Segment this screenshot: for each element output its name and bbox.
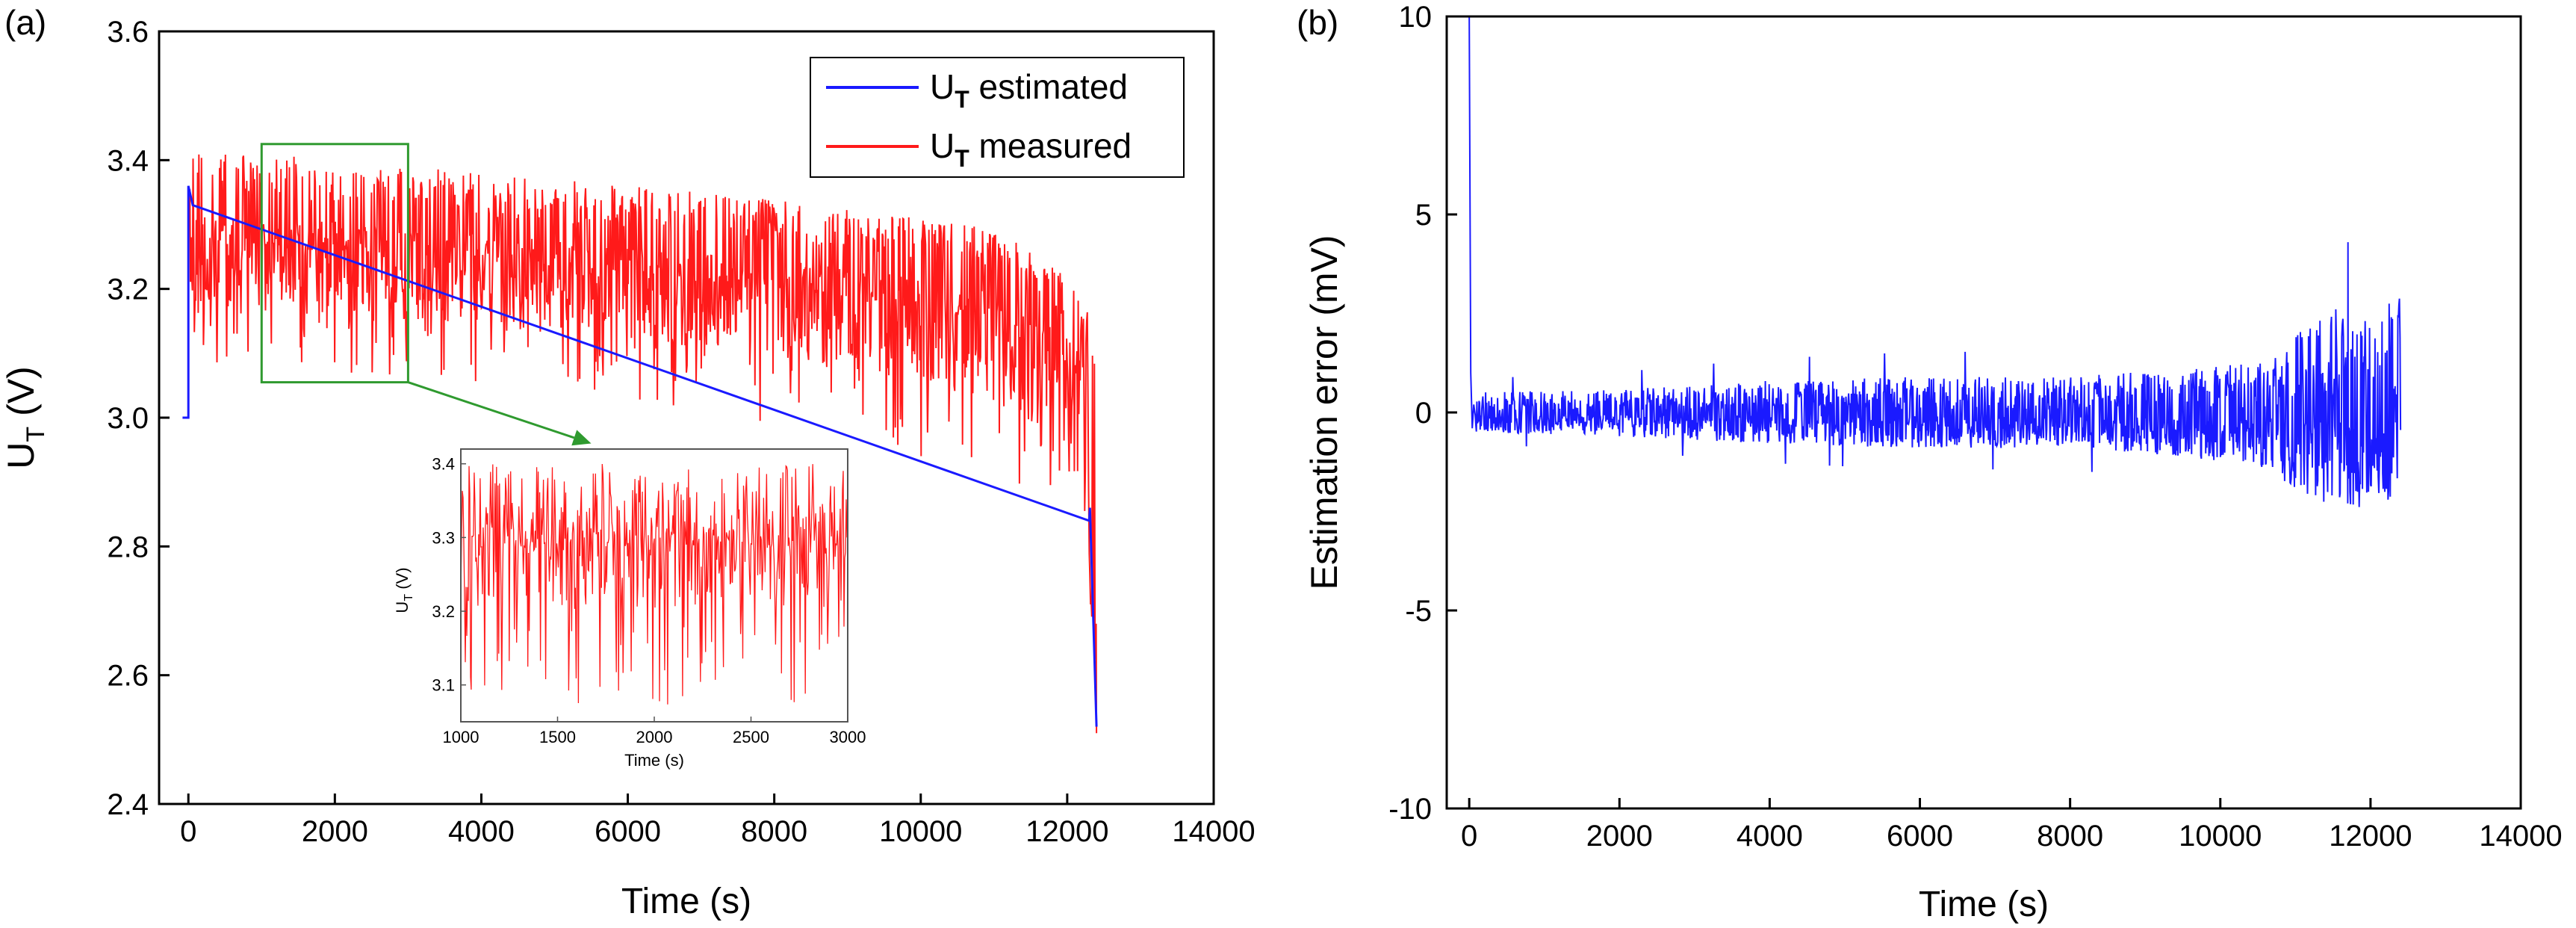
inset-y-tick-label: 3.3: [432, 528, 455, 547]
panel-b: (b) 0 2000 4000 6000 8000 10000 12000 14000 -10 -…: [1297, 1, 2563, 924]
panel-b-y-tick-label: -5: [1405, 595, 1432, 628]
panel-a-x-tick-label: 8000: [741, 815, 807, 848]
panel-a-letter: (a): [4, 3, 46, 42]
inset-y-tick-label: 3.2: [432, 602, 455, 621]
inset-y-tick-label: 3.4: [432, 455, 455, 474]
panel-a-y-tick-label: 3.4: [107, 144, 149, 177]
panel-a-x-tick-label: 2000: [302, 815, 368, 848]
panel-a-x-tick-label: 0: [180, 815, 196, 848]
panel-a-ticks: 0 2000 4000 6000 8000 10000 12000 14000 2.4 2.6 2.…: [107, 16, 1255, 848]
inset-ticks: 1000 1500 2000 2500 3000 3.1 3.2 3.3 3.4: [432, 455, 866, 746]
panel-b-x-axis-title: Time (s): [1919, 885, 2049, 924]
panel-a-legend: UT estimated UT measured: [810, 57, 1185, 178]
panel-b-x-tick-label: 0: [1461, 820, 1477, 853]
panel-a-y-tick-label: 2.8: [107, 530, 149, 563]
panel-b-x-tick-label: 8000: [2037, 820, 2103, 853]
panel-a-x-tick-label: 14000: [1172, 815, 1255, 848]
panel-a-zoom-arrow: [407, 381, 575, 439]
inset-y-axis-title: UT (V): [393, 567, 415, 613]
panel-a-legend-box: [810, 57, 1185, 178]
panel-b-y-axis-title: Estimation error (mV): [1303, 235, 1345, 590]
inset-background: [461, 449, 848, 722]
panel-a-y-tick-label: 3.0: [107, 402, 149, 435]
inset-x-axis-title: Time (s): [624, 751, 684, 770]
panel-a-x-tick-label: 10000: [879, 815, 962, 848]
inset-measured-line: [460, 463, 848, 705]
legend-measured-label: UT measured: [930, 126, 1132, 172]
panel-a-inset: 1000 1500 2000 2500 3000 3.1 3.2 3.3 3.4 Time (s…: [393, 448, 866, 770]
panel-a-y-tick-label: 2.6: [107, 660, 149, 693]
inset-x-tick-label: 1000: [443, 728, 479, 746]
panel-b-y-tick-label: 5: [1415, 199, 1432, 232]
panel-a-x-tick-label: 12000: [1025, 815, 1108, 848]
panel-b-letter: (b): [1297, 3, 1338, 42]
panel-a-x-tick-label: 6000: [595, 815, 661, 848]
inset-x-tick-label: 2000: [636, 728, 673, 746]
panel-a-x-tick-label: 4000: [448, 815, 515, 848]
legend-estimated-label: UT estimated: [930, 67, 1128, 113]
panel-b-plot-area: [1468, 16, 2402, 507]
panel-a-y-tick-label: 3.6: [107, 16, 149, 49]
panel-b-y-tick-label: -10: [1388, 793, 1432, 826]
inset-x-tick-label: 3000: [830, 728, 866, 746]
panel-a-y-tick-label: 3.2: [107, 273, 149, 306]
panel-b-x-tick-label: 10000: [2179, 820, 2262, 853]
series-estimated-line: [182, 185, 1098, 727]
panel-b-y-tick-label: 0: [1415, 397, 1432, 430]
inset-x-tick-label: 1500: [539, 728, 576, 746]
inset-x-tick-label: 2500: [733, 728, 769, 746]
panel-b-y-tick-label: 10: [1399, 1, 1433, 34]
panel-b-x-tick-label: 6000: [1887, 820, 1953, 853]
panel-a-x-axis-title: Time (s): [621, 882, 751, 921]
inset-plot-area: [460, 463, 848, 705]
series-measured-line: [189, 154, 1098, 734]
panel-a-y-tick-label: 2.4: [107, 788, 149, 821]
panel-b-x-tick-label: 4000: [1737, 820, 1803, 853]
inset-y-tick-label: 3.1: [432, 676, 455, 695]
panel-a-zoom-box: [260, 143, 409, 384]
panel-b-x-tick-label: 14000: [2479, 820, 2562, 853]
panel-a-plot-area: [182, 154, 1098, 734]
panel-b-ticks: 0 2000 4000 6000 8000 10000 12000 14000 -10 -5 0 5 1…: [1388, 1, 2562, 853]
series-estimation-error-line: [1468, 16, 2402, 507]
panel-a-y-axis-title: UT (V): [0, 366, 50, 468]
panel-a-zoom-arrow-head: [571, 430, 592, 446]
panel-b-x-tick-label: 2000: [1586, 820, 1653, 853]
panel-a: (a) 0 2000 4000 6000 8000 10000 12000 14000 2.4 2…: [0, 3, 1256, 921]
panel-b-x-tick-label: 12000: [2329, 820, 2412, 853]
